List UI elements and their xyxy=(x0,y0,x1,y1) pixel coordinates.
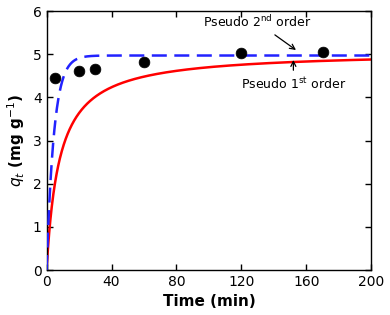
Point xyxy=(92,67,98,72)
Text: Pseudo 1$^{\rm st}$ order: Pseudo 1$^{\rm st}$ order xyxy=(241,61,346,91)
Point xyxy=(76,69,82,74)
Y-axis label: $q_t$ (mg g$^{-1}$): $q_t$ (mg g$^{-1}$) xyxy=(5,94,27,187)
Text: Pseudo 2$^{\rm nd}$ order: Pseudo 2$^{\rm nd}$ order xyxy=(204,14,312,49)
Point xyxy=(51,75,58,80)
X-axis label: Time (min): Time (min) xyxy=(163,295,255,309)
Point xyxy=(319,49,326,54)
Point xyxy=(238,51,245,56)
Point xyxy=(141,60,147,65)
